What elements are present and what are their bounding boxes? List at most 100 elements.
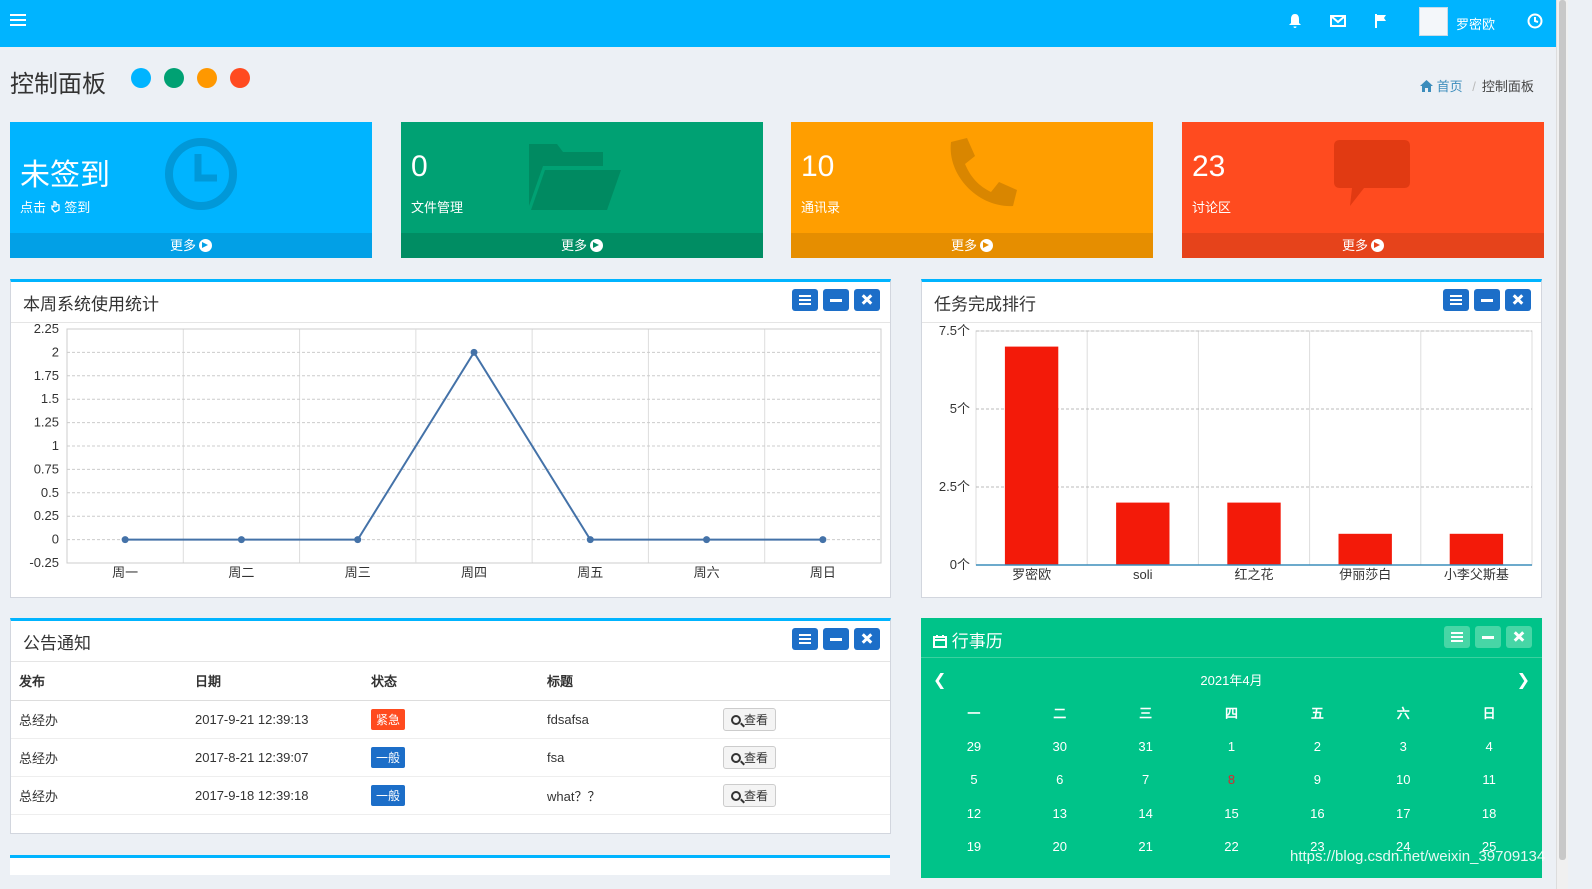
panel-minimize-button[interactable]	[823, 289, 849, 311]
vertical-scrollbar[interactable]	[1556, 0, 1568, 889]
calendar-day[interactable]: 20	[1052, 839, 1068, 855]
data-point	[237, 536, 245, 544]
panel-close-button[interactable]	[1506, 626, 1532, 648]
stat-label: 讨论区	[1192, 200, 1232, 215]
hand-pointer-icon	[50, 201, 60, 213]
status-badge: 一般	[371, 784, 406, 806]
panel-menu-button[interactable]	[1444, 626, 1470, 648]
publisher-cell: 总经办	[11, 700, 187, 739]
panel-close-button[interactable]	[1505, 289, 1531, 311]
stat-value: 0	[411, 150, 428, 183]
panel-minimize-button[interactable]	[1474, 289, 1500, 311]
calendar-day[interactable]: 17	[1395, 805, 1411, 821]
status-cell: 一般	[363, 776, 539, 815]
flag-icon[interactable]	[1371, 13, 1391, 33]
calendar-day[interactable]: 21	[1138, 839, 1153, 855]
user-name[interactable]: 罗密欧	[1456, 17, 1496, 32]
page-title: 控制面板	[10, 71, 106, 98]
y-tick-label: -0.25	[29, 555, 59, 570]
more-link[interactable]: 更多	[10, 233, 372, 258]
weekday-header: 三	[1139, 706, 1153, 722]
calendar-day[interactable]: 24	[1395, 839, 1411, 855]
skin-color-dot[interactable]	[230, 68, 250, 88]
action-cell: 查看	[715, 738, 890, 777]
next-month-icon[interactable]: ❯	[1516, 672, 1530, 689]
x-tick-label: 伊丽莎白	[1339, 567, 1391, 582]
avatar[interactable]	[1419, 7, 1448, 36]
comment-icon	[1334, 140, 1410, 206]
more-link[interactable]: 更多	[401, 233, 763, 258]
sign-in-card: 未签到 点击 签到 更多	[10, 122, 372, 258]
stat-label[interactable]: 点击 签到	[20, 200, 91, 215]
calendar-day[interactable]: 22	[1224, 839, 1239, 855]
calendar-day[interactable]: 5	[970, 772, 978, 788]
panel-minimize-button[interactable]	[1475, 626, 1501, 648]
calendar-day[interactable]: 29	[966, 738, 982, 754]
calendar-day[interactable]: 23	[1310, 839, 1325, 855]
y-tick-label: 0.25	[34, 508, 59, 523]
calendar-day[interactable]: 6	[1056, 772, 1064, 788]
bar	[1338, 533, 1392, 565]
calendar-day[interactable]: 10	[1395, 772, 1411, 788]
clock-icon[interactable]	[1525, 13, 1545, 33]
panel-menu-button[interactable]	[1443, 289, 1469, 311]
folder-open-icon	[529, 144, 621, 210]
panel-close-button[interactable]	[854, 628, 880, 650]
skin-color-dot[interactable]	[131, 68, 151, 88]
prev-month-icon[interactable]: ❮	[933, 672, 947, 689]
calendar-day[interactable]: 25	[1481, 839, 1497, 855]
hamburger-menu-icon[interactable]	[10, 14, 26, 30]
calendar-day[interactable]: 2	[1313, 738, 1321, 754]
calendar-day[interactable]: 16	[1310, 805, 1325, 821]
skin-color-dot[interactable]	[197, 68, 217, 88]
bar	[1449, 533, 1504, 565]
stat-value: 未签到	[20, 159, 110, 192]
calendar-day[interactable]: 9	[1313, 772, 1321, 788]
publisher-cell: 总经办	[11, 776, 187, 815]
panel-close-button[interactable]	[854, 289, 880, 311]
y-tick-label: 0.5	[41, 485, 59, 500]
calendar-day[interactable]: 4	[1485, 738, 1493, 754]
panel-minimize-button[interactable]	[823, 628, 849, 650]
home-icon	[1420, 80, 1433, 92]
arrow-circle-right-icon	[1371, 239, 1384, 252]
table-header-row: 发布 日期 状态 标题	[11, 662, 890, 701]
calendar-day[interactable]: 7	[1142, 772, 1150, 788]
stat-label: 通讯录	[801, 200, 841, 215]
calendar-day[interactable]: 18	[1481, 805, 1497, 821]
table-row: 总经办 2017-8-21 12:39:07 一般 fsa 查看	[11, 738, 890, 777]
calendar-day[interactable]: 14	[1138, 805, 1153, 821]
calendar-day[interactable]: 13	[1052, 805, 1068, 821]
breadcrumb-home[interactable]: 首页	[1420, 79, 1466, 94]
bar	[1227, 502, 1281, 565]
view-button[interactable]: 查看	[723, 745, 777, 769]
search-icon	[731, 752, 741, 763]
calendar-day[interactable]: 19	[966, 839, 982, 855]
calendar-day-today[interactable]: 8	[1227, 772, 1236, 788]
calendar-day[interactable]: 30	[1052, 738, 1068, 754]
view-button[interactable]: 查看	[723, 783, 777, 807]
breadcrumb-current: 控制面板	[1481, 79, 1534, 94]
calendar-day[interactable]: 1	[1227, 738, 1236, 754]
calendar-day[interactable]: 31	[1138, 738, 1153, 754]
x-tick-label: 小李父斯基	[1444, 567, 1509, 582]
more-link[interactable]: 更多	[791, 233, 1153, 258]
panel-title: 公告通知	[23, 634, 91, 653]
calendar-day[interactable]: 11	[1482, 772, 1496, 788]
x-tick-label: 周日	[810, 565, 836, 580]
panel-menu-button[interactable]	[792, 289, 818, 311]
calendar-day[interactable]: 3	[1399, 738, 1407, 754]
calendar-day[interactable]: 12	[966, 805, 982, 821]
status-cell: 一般	[363, 738, 539, 777]
title-cell: fdsafsa	[539, 700, 715, 739]
skin-color-dot[interactable]	[164, 68, 184, 88]
more-link[interactable]: 更多	[1182, 233, 1544, 258]
bell-icon[interactable]	[1285, 13, 1305, 33]
panel-menu-button[interactable]	[792, 628, 818, 650]
calendar-day[interactable]: 15	[1224, 805, 1239, 821]
notice-panel: 公告通知 发布 日期 状态 标题 总经办 2017-9-21 12:39:13 …	[10, 618, 891, 834]
view-button[interactable]: 查看	[723, 707, 777, 731]
envelope-icon[interactable]	[1328, 13, 1348, 33]
notice-table: 发布 日期 状态 标题 总经办 2017-9-21 12:39:13 紧急 fd…	[11, 662, 890, 815]
y-tick-label: 2.25	[34, 323, 59, 336]
